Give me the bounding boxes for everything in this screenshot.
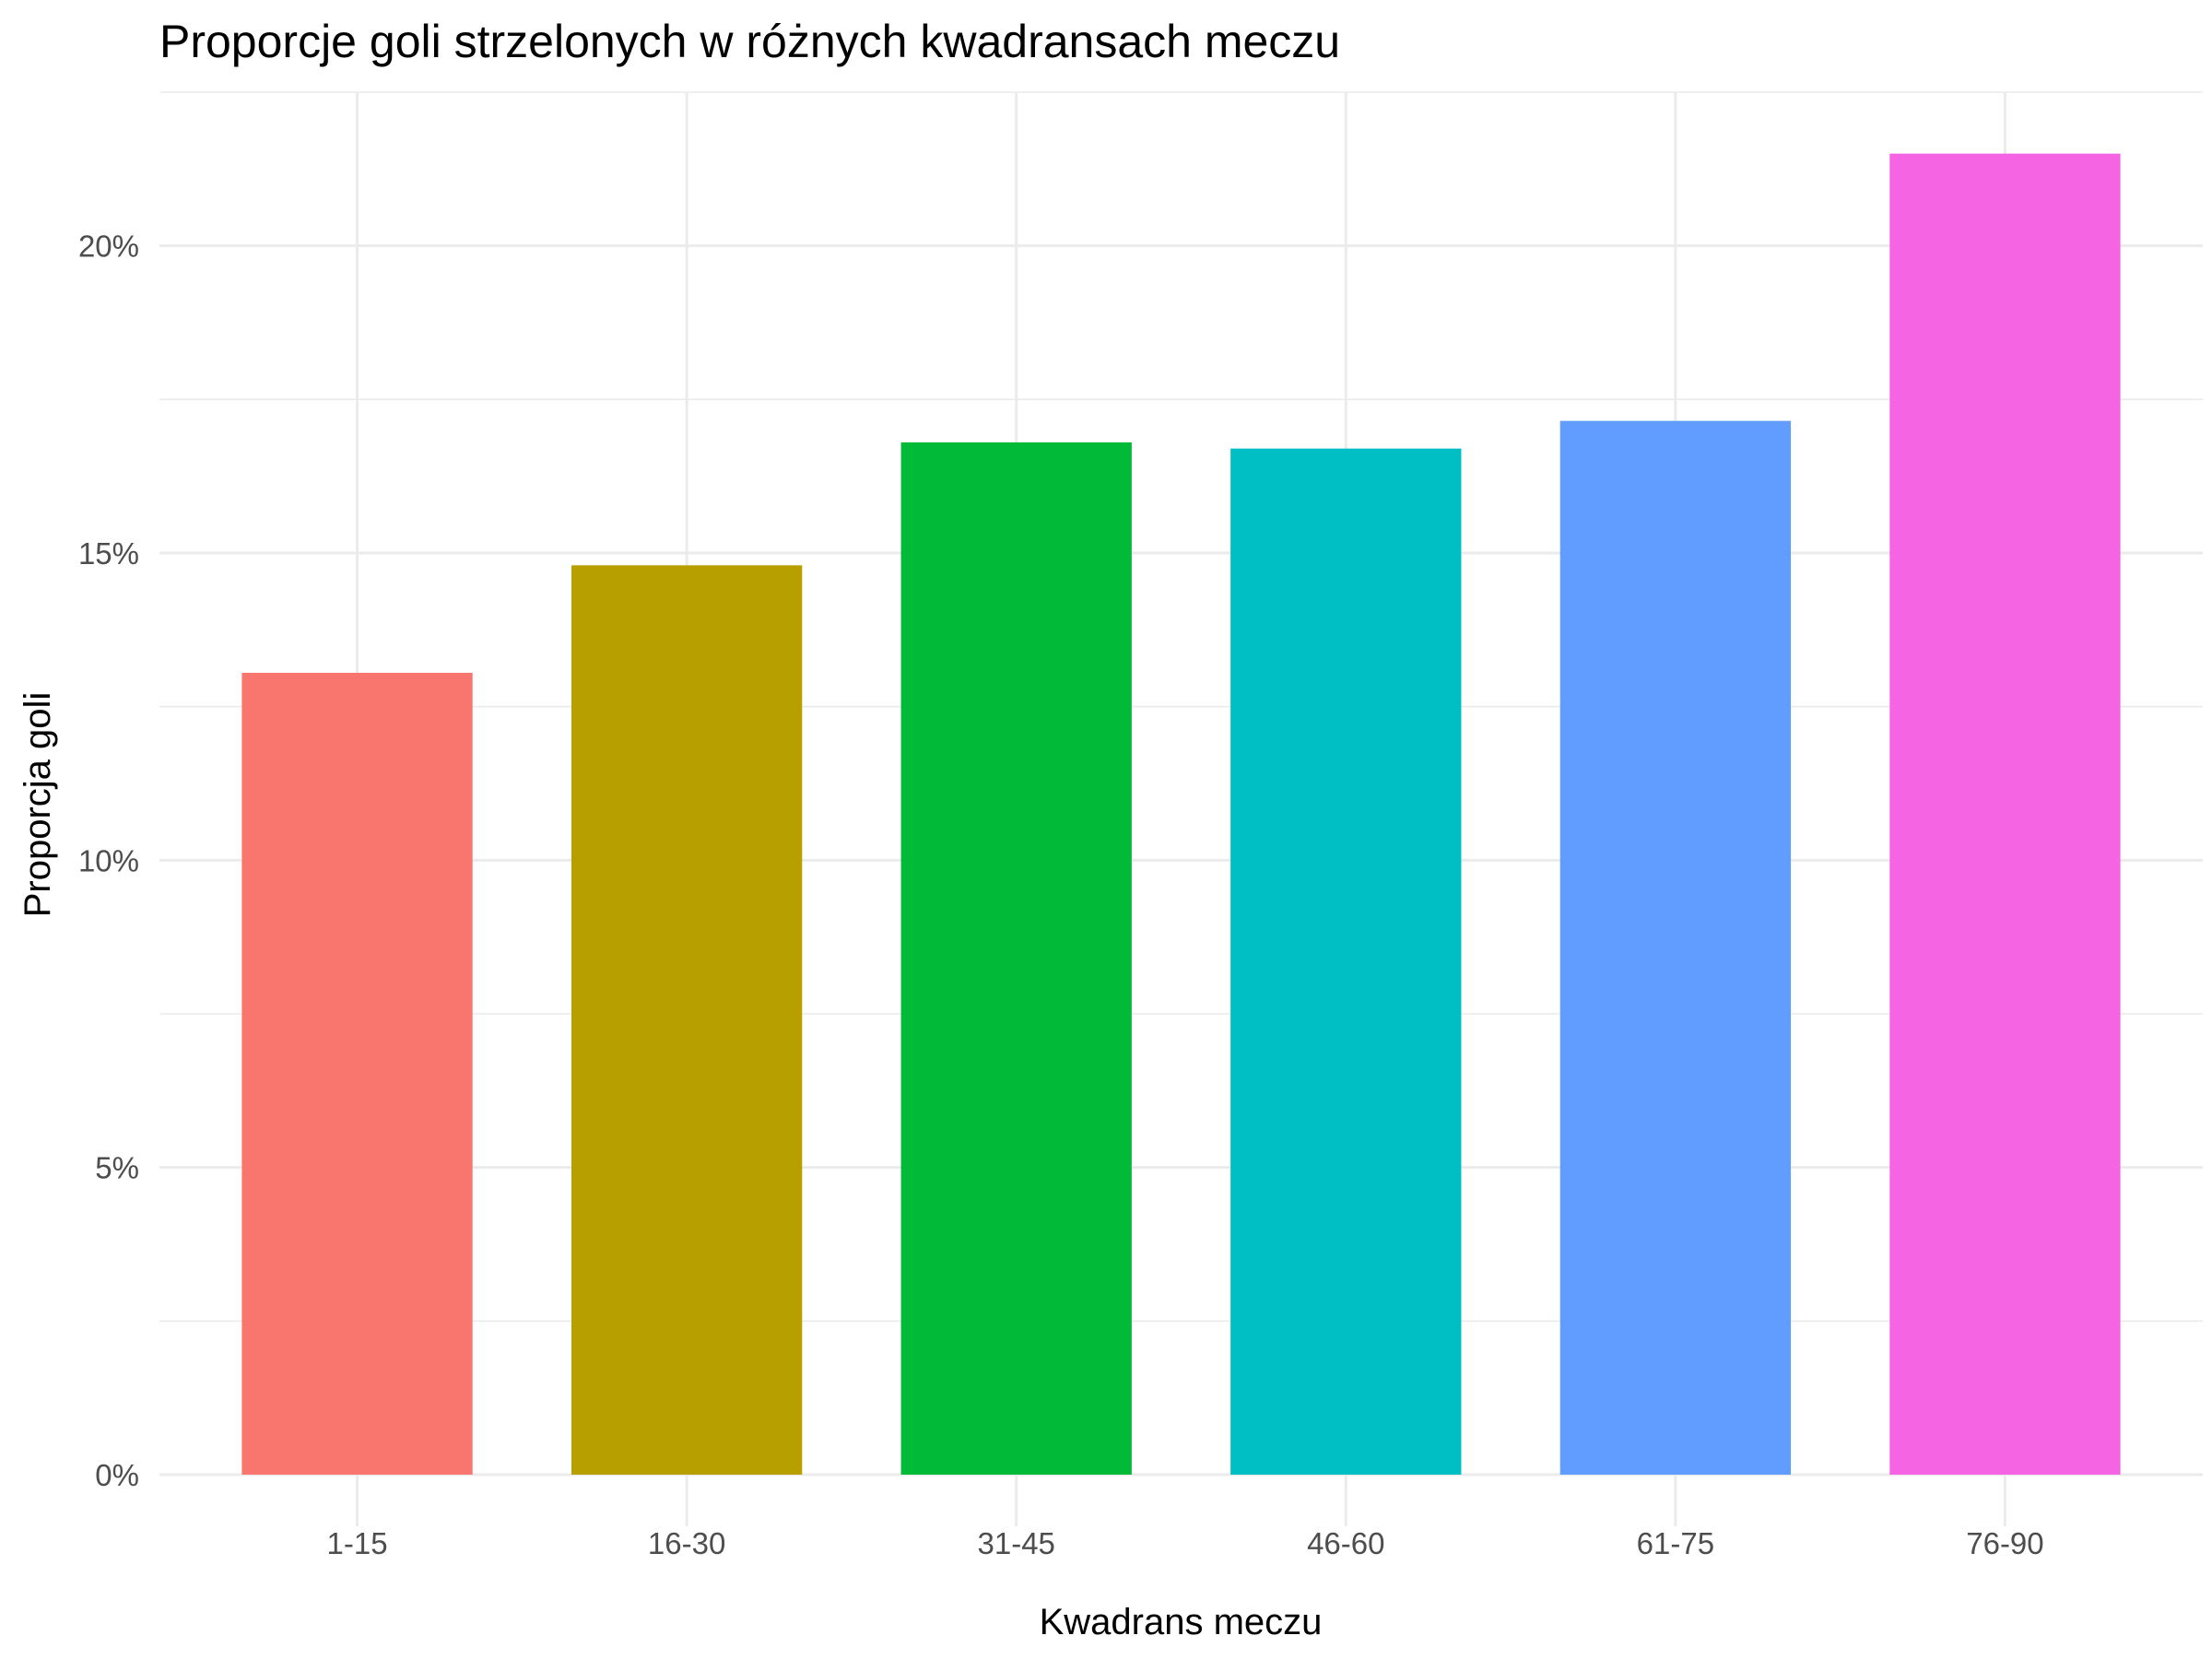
bar-61-75 (1559, 420, 1792, 1476)
bar-46-60 (1230, 448, 1462, 1476)
y-tick-label-3: 15% (78, 536, 139, 571)
x-tick-label-46-60: 46-60 (1307, 1526, 1384, 1560)
y-tick-label-0: 0% (95, 1458, 139, 1492)
bar-76-90 (1889, 153, 2121, 1476)
x-axis-title: Kwadrans meczu (1040, 1602, 1323, 1642)
x-tick-label-31-45: 31-45 (978, 1526, 1055, 1560)
y-tick-label-2: 10% (78, 843, 139, 877)
bar-1-15 (241, 673, 473, 1475)
bar-layer (241, 153, 2121, 1476)
x-tick-label-16-30: 16-30 (648, 1526, 725, 1560)
y-tick-label-1: 5% (95, 1151, 139, 1185)
y-tick-label-4: 20% (78, 229, 139, 264)
x-tick-label-61-75: 61-75 (1637, 1526, 1714, 1560)
tick-label-layer: 0% 5% 10% 15% 20% 1-15 16-30 31-45 46-60 61-75 76-… (78, 229, 2044, 1560)
x-tick-label-76-90: 76-90 (1966, 1526, 2043, 1560)
bar-16-30 (571, 565, 803, 1475)
x-tick-label-1-15: 1-15 (327, 1526, 388, 1560)
y-axis-title: Proporcja goli (18, 692, 58, 918)
chart-title: Proporcje goli strzelonych w różnych kwa… (159, 16, 1340, 67)
bar-31-45 (900, 442, 1132, 1475)
